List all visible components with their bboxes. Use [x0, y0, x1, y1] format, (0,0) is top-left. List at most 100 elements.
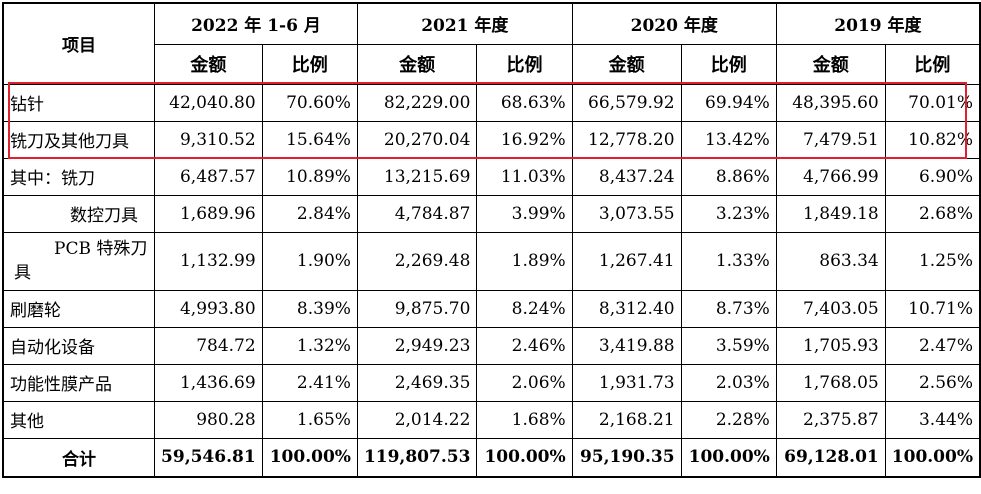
ratio-cell: 6.90%	[884, 157, 981, 196]
amount-cell: 6,487.57	[154, 157, 263, 196]
period-header-2021: 2021 年度	[356, 2, 573, 45]
table-row: 其他 980.28 1.65% 2,014.22 1.68% 2,168.21 …	[2, 400, 981, 439]
header-row-metrics: 金额 比例 金额 比例 金额 比例 金额 比例	[3, 43, 981, 85]
ratio-cell: 2.84%	[261, 194, 358, 233]
amount-cell: 48,395.60	[775, 83, 886, 122]
ratio-cell: 10.82%	[884, 120, 981, 159]
ratio-cell: 100.00%	[680, 437, 777, 478]
amount-cell: 59,546.81	[154, 437, 263, 478]
amount-cell: 2,269.48	[356, 231, 478, 291]
amount-cell: 66,579.92	[571, 83, 682, 122]
amount-cell: 119,807.53	[356, 437, 478, 478]
amount-cell: 2,168.21	[571, 400, 682, 439]
ratio-cell: 13.42%	[680, 120, 777, 159]
table-row: 功能性膜产品 1,436.69 2.41% 2,469.35 2.06% 1,9…	[2, 363, 981, 402]
amount-header: 金额	[154, 43, 263, 85]
amount-header: 金额	[571, 43, 682, 85]
table-row: 自动化设备 784.72 1.32% 2,949.23 2.46% 3,419.…	[2, 326, 981, 365]
ratio-cell: 69.94%	[680, 83, 777, 122]
amount-cell: 1,436.69	[154, 363, 263, 402]
table-row: PCB 特殊刀具 1,132.99 1.90% 2,269.48 1.89% 1…	[2, 231, 981, 291]
amount-cell: 7,403.05	[775, 289, 886, 328]
row-label: PCB 特殊刀具	[2, 231, 156, 291]
amount-cell: 2,375.87	[775, 400, 886, 439]
ratio-cell: 2.03%	[680, 363, 777, 402]
ratio-cell: 70.01%	[884, 83, 981, 122]
amount-cell: 1,849.18	[775, 194, 886, 233]
row-label-line1: PCB 特殊刀	[54, 239, 148, 259]
amount-cell: 20,270.04	[356, 120, 478, 159]
amount-cell: 784.72	[154, 326, 263, 365]
table-row: 铣刀及其他刀具 9,310.52 15.64% 20,270.04 16.92%…	[2, 120, 981, 159]
ratio-cell: 2.47%	[884, 326, 981, 365]
amount-cell: 980.28	[154, 400, 263, 439]
ratio-cell: 1.33%	[680, 231, 777, 291]
ratio-cell: 1.65%	[261, 400, 358, 439]
ratio-cell: 3.99%	[476, 194, 573, 233]
amount-cell: 8,312.40	[571, 289, 682, 328]
total-label: 合计	[2, 437, 156, 478]
amount-cell: 42,040.80	[154, 83, 263, 122]
ratio-cell: 11.03%	[476, 157, 573, 196]
ratio-cell: 2.28%	[680, 400, 777, 439]
row-label: 钻针	[2, 83, 156, 122]
ratio-cell: 3.44%	[884, 400, 981, 439]
amount-cell: 69,128.01	[775, 437, 886, 478]
ratio-header: 比例	[476, 43, 573, 85]
ratio-header: 比例	[680, 43, 777, 85]
ratio-header: 比例	[261, 43, 358, 85]
ratio-cell: 100.00%	[261, 437, 358, 478]
ratio-cell: 3.23%	[680, 194, 777, 233]
amount-cell: 863.34	[775, 231, 886, 291]
amount-cell: 2,949.23	[356, 326, 478, 365]
amount-cell: 4,784.87	[356, 194, 478, 233]
amount-cell: 1,705.93	[775, 326, 886, 365]
ratio-cell: 8.39%	[261, 289, 358, 328]
row-label: 其他	[2, 400, 156, 439]
table-row: 其中：铣刀 6,487.57 10.89% 13,215.69 11.03% 8…	[2, 157, 981, 196]
period-header-2022h1: 2022 年 1-6 月	[154, 2, 358, 45]
row-label: 自动化设备	[2, 326, 156, 365]
ratio-cell: 100.00%	[476, 437, 573, 478]
row-label-line2: 具	[14, 263, 31, 283]
item-header: 项目	[2, 2, 156, 85]
header-row-periods: 项目 2022 年 1-6 月 2021 年度 2020 年度 2019 年度	[2, 2, 981, 85]
amount-cell: 12,778.20	[571, 120, 682, 159]
table-row: 数控刀具 1,689.96 2.84% 4,784.87 3.99% 3,073…	[2, 194, 981, 233]
amount-cell: 8,437.24	[571, 157, 682, 196]
ratio-cell: 16.92%	[476, 120, 573, 159]
amount-cell: 95,190.35	[571, 437, 682, 478]
amount-cell: 1,689.96	[154, 194, 263, 233]
ratio-cell: 70.60%	[261, 83, 358, 122]
amount-header: 金额	[356, 43, 478, 85]
amount-cell: 3,073.55	[571, 194, 682, 233]
ratio-header: 比例	[884, 43, 981, 85]
table-row: 钻针 42,040.80 70.60% 82,229.00 68.63% 66,…	[2, 83, 981, 122]
ratio-cell: 2.06%	[476, 363, 573, 402]
row-label: 其中：铣刀	[2, 157, 156, 196]
ratio-cell: 1.68%	[476, 400, 573, 439]
row-label: 刷磨轮	[2, 289, 156, 328]
amount-cell: 4,766.99	[775, 157, 886, 196]
ratio-cell: 2.68%	[884, 194, 981, 233]
total-row: 合计 59,546.81 100.00% 119,807.53 100.00% …	[2, 437, 981, 478]
amount-cell: 7,479.51	[775, 120, 886, 159]
ratio-cell: 1.89%	[476, 231, 573, 291]
ratio-cell: 2.56%	[884, 363, 981, 402]
ratio-cell: 8.24%	[476, 289, 573, 328]
amount-header: 金额	[775, 43, 886, 85]
amount-cell: 1,768.05	[775, 363, 886, 402]
ratio-cell: 1.90%	[261, 231, 358, 291]
row-label: 铣刀及其他刀具	[2, 120, 156, 159]
amount-cell: 1,931.73	[571, 363, 682, 402]
ratio-cell: 1.25%	[884, 231, 981, 291]
ratio-cell: 2.46%	[476, 326, 573, 365]
amount-cell: 1,132.99	[154, 231, 263, 291]
ratio-cell: 100.00%	[884, 437, 981, 478]
amount-cell: 13,215.69	[356, 157, 478, 196]
ratio-cell: 3.59%	[680, 326, 777, 365]
amount-cell: 1,267.41	[571, 231, 682, 291]
amount-cell: 3,419.88	[571, 326, 682, 365]
ratio-cell: 10.71%	[884, 289, 981, 328]
ratio-cell: 10.89%	[261, 157, 358, 196]
